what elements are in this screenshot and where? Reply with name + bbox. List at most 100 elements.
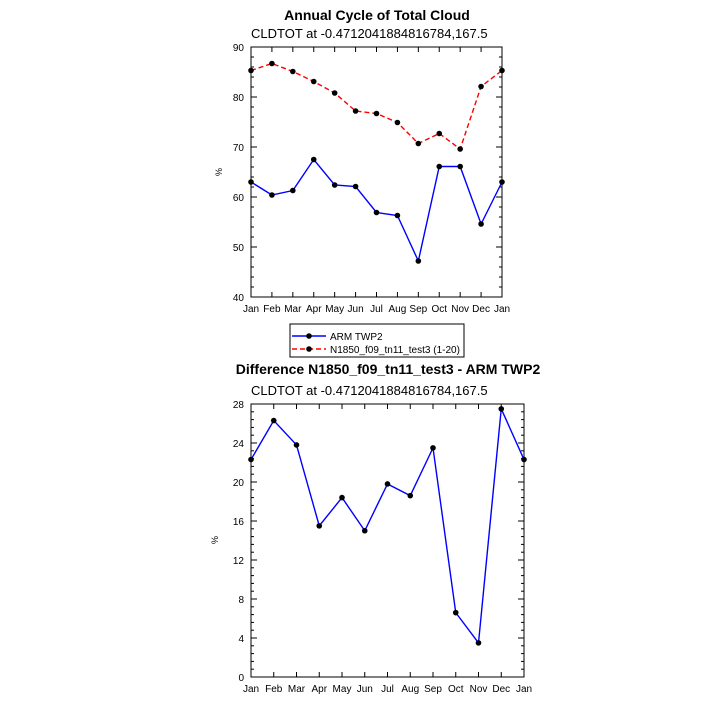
chart1-data-point [436, 130, 443, 137]
chart2-data-point [361, 527, 368, 534]
chart2-x-tick-label: Jul [381, 684, 394, 695]
chart2-series [248, 406, 527, 646]
chart1-data-point [331, 90, 338, 96]
chart1-data-point [310, 156, 317, 163]
chart1-data-point [457, 146, 463, 152]
chart1-x-tick-label: Jun [348, 304, 364, 315]
chart2-data-point [521, 456, 527, 463]
chart1-data-point [248, 67, 254, 74]
chart2-y-tick-label: 16 [233, 517, 245, 528]
chart1-data-point [248, 179, 254, 185]
chart2-x-tick-label: Jun [357, 684, 373, 695]
chart1-x-tick-label: Aug [389, 304, 407, 315]
chart1-data-point [373, 110, 380, 117]
chart1-y-tick-label: 50 [233, 243, 245, 254]
chart2-x-tick-label: Mar [288, 684, 306, 695]
chart2-y-tick-label: 20 [233, 478, 245, 489]
chart1-x-tick-label: Dec [472, 304, 490, 315]
chart1-legend: ARM TWP2 N1850_f09_tn11_test3 (1-20) [289, 323, 465, 358]
chart2-y-tick-label: 12 [233, 556, 245, 567]
chart2-x-tick-label: Jan [516, 684, 532, 695]
chart1-x-tick-label: Nov [451, 304, 469, 315]
chart1-data-point [269, 60, 275, 67]
chart2-data-point [339, 494, 345, 501]
chart1-axes: Jan Feb Mar Apr May Jun Jul Aug Sep Oct Nov Dec Jan4… [233, 43, 510, 315]
legend-label-model: N1850_f09_tn11_test3 (1-20) [330, 345, 460, 356]
chart1-data-point [499, 179, 505, 185]
chart1-data-point [478, 83, 484, 90]
chart2-x-tick-label: Aug [401, 684, 419, 695]
chart1-data-point [331, 182, 338, 188]
chart1-data-point [394, 212, 401, 219]
chart2-x-tick-label: Apr [311, 684, 327, 695]
chart2-y-tick-label: 8 [238, 595, 244, 606]
chart1-x-tick-label: Jul [370, 304, 383, 315]
chart2-data-point [384, 481, 391, 487]
chart1-data-point [352, 183, 359, 190]
chart1-data-point [352, 108, 359, 114]
chart2-data-point [293, 442, 300, 448]
chart1-data-point [269, 192, 275, 198]
chart2-data-point [316, 523, 323, 529]
chart1-y-tick-label: 40 [233, 293, 245, 304]
chart1-x-tick-label: Oct [431, 304, 447, 315]
chart1-x-tick-label: Sep [409, 304, 427, 315]
chart2-data-point [270, 417, 277, 424]
chart2-data-point [407, 492, 414, 499]
chart1-data-point [478, 221, 484, 227]
chart1-x-tick-label: Mar [284, 304, 302, 315]
chart1-title: Annual Cycle of Total Cloud [284, 7, 470, 23]
chart1-data-point [415, 140, 422, 147]
chart2-x-tick-label: Jan [243, 684, 259, 695]
chart2-x-tick-label: Nov [470, 684, 488, 695]
legend-label-arm: ARM TWP2 [330, 332, 383, 343]
chart1-plot-frame [250, 46, 503, 298]
legend-marker-model [306, 346, 312, 352]
chart2-x-tick-label: May [333, 684, 352, 695]
chart1-data-point [310, 78, 317, 85]
chart2-series-line-0 [250, 406, 525, 645]
chart1-x-tick-label: May [325, 304, 344, 315]
chart1-y-tick-label: 70 [233, 143, 245, 154]
legend-marker-arm [306, 333, 312, 339]
chart1-x-tick-label: Feb [263, 304, 281, 315]
chart1-data-point [290, 68, 296, 75]
chart2-x-tick-label: Oct [448, 684, 464, 695]
legend-box [289, 323, 465, 358]
chart1-y-tick-label: 60 [233, 193, 245, 204]
annual-cycle-chart: Annual Cycle of Total Cloud CLDTOT at -0… [214, 7, 510, 358]
chart1-data-point [290, 187, 296, 194]
chart1-x-tick-label: Jan [494, 304, 510, 315]
chart1-series-line-1 [250, 62, 503, 151]
chart1-data-point [415, 258, 422, 264]
chart2-data-point [452, 609, 459, 616]
chart2-y-tick-label: 0 [238, 673, 244, 684]
difference-chart: Difference N1850_f09_tn11_test3 - ARM TW… [210, 361, 540, 695]
chart1-data-point [436, 163, 443, 170]
chart2-x-tick-label: Feb [265, 684, 283, 695]
chart1-data-point [457, 163, 463, 170]
chart2-y-tick-label: 4 [238, 634, 244, 645]
chart1-series [248, 60, 505, 264]
chart2-axes: Jan Feb Mar Apr May Jun Jul Aug Sep Oct Nov Dec Jan0… [233, 400, 532, 695]
chart2-y-tick-label: 28 [233, 400, 245, 411]
chart1-ylabel: % [214, 168, 224, 176]
chart2-subtitle: CLDTOT at -0.4712041884816784,167.5 [251, 383, 488, 398]
chart1-y-tick-label: 90 [233, 43, 245, 54]
chart2-data-point [498, 406, 505, 412]
chart1-x-tick-label: Apr [306, 304, 322, 315]
chart2-plot-frame [250, 403, 525, 678]
chart1-data-point [373, 209, 380, 216]
chart2-ylabel: % [210, 536, 220, 544]
chart1-x-tick-label: Jan [243, 304, 259, 315]
chart1-data-point [394, 119, 401, 126]
chart2-data-point [475, 640, 482, 646]
chart1-data-point [499, 67, 505, 74]
chart2-data-point [430, 445, 436, 451]
chart1-subtitle: CLDTOT at -0.4712041884816784,167.5 [251, 26, 488, 41]
chart2-x-tick-label: Sep [424, 684, 442, 695]
chart2-y-tick-label: 24 [233, 439, 245, 450]
chart2-x-tick-label: Dec [492, 684, 510, 695]
chart1-y-tick-label: 80 [233, 93, 245, 104]
